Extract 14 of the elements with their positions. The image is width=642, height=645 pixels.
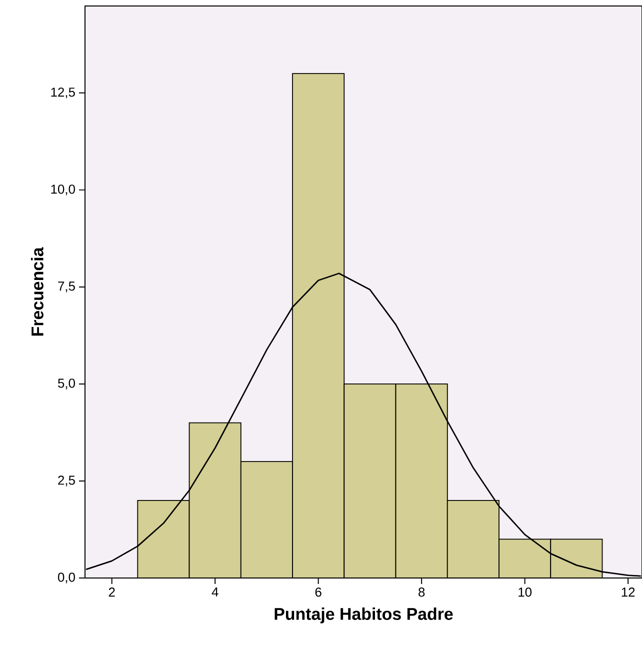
y-axis-title: Frecuencia (31, 247, 44, 336)
x-axis-title: Puntaje Habitos Padre (274, 608, 453, 624)
x-tick-label: 2 (108, 588, 115, 597)
y-tick-label: 10,0 (51, 184, 75, 196)
x-tick-label: 10 (518, 588, 532, 597)
y-tick-label: 12,5 (51, 88, 75, 98)
y-tick-label: 0,0 (58, 572, 75, 584)
x-tick-label: 12 (622, 588, 635, 597)
y-tick-label: 7,5 (58, 282, 75, 292)
x-tick-label: 6 (315, 588, 322, 597)
y-tick-label: 5,0 (58, 378, 75, 390)
x-tick-label: 4 (212, 588, 218, 596)
x-tick-label: 8 (418, 588, 425, 597)
y-tick-label: 2,5 (58, 476, 75, 486)
